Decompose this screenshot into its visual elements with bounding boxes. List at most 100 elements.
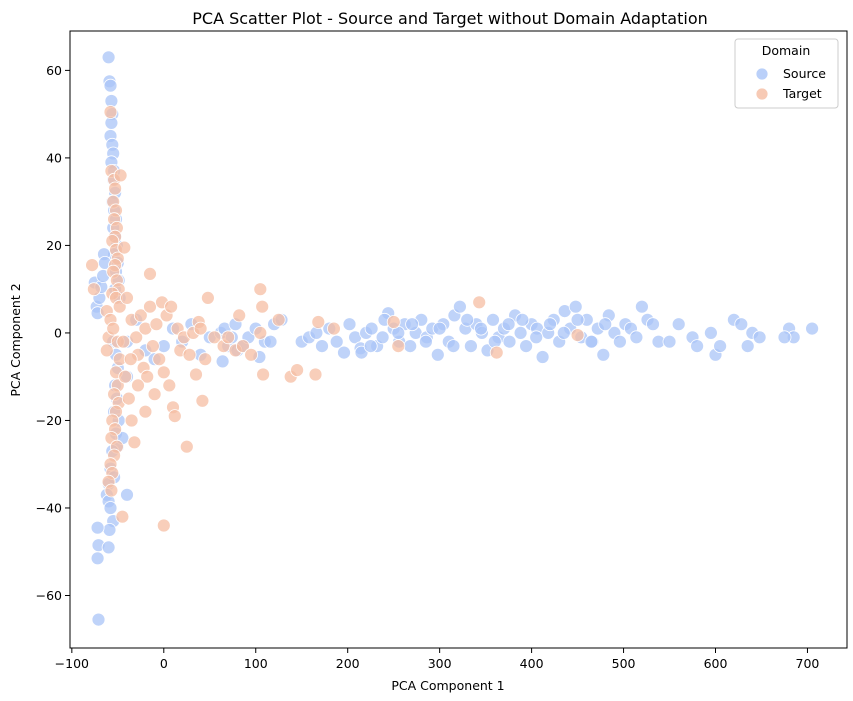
point-source-143 [629, 330, 644, 345]
point-source-122 [513, 325, 528, 340]
point-target-68 [179, 439, 194, 454]
point-source-70 [215, 354, 230, 369]
point-target-0 [103, 105, 118, 119]
point-source-126 [535, 350, 550, 364]
point-target-61 [162, 378, 177, 393]
point-target-105 [391, 339, 406, 354]
point-target-45 [120, 290, 134, 305]
point-source-81 [263, 334, 278, 349]
x-tick-label: 700 [796, 656, 820, 671]
legend-label-target: Target [782, 86, 822, 101]
point-source-117 [486, 312, 500, 327]
legend-marker-target [755, 87, 769, 101]
point-source-175 [740, 339, 755, 354]
point-target-69 [182, 347, 197, 362]
point-source-177 [752, 330, 767, 345]
point-source-51 [90, 520, 105, 535]
point-target-64 [167, 409, 182, 424]
point-target-84 [131, 378, 145, 393]
point-source-149 [363, 339, 378, 354]
point-target-52 [140, 369, 155, 384]
point-source-164 [570, 312, 585, 327]
point-target-85 [123, 352, 138, 367]
point-source-161 [529, 330, 544, 345]
point-source-168 [671, 317, 686, 332]
point-source-140 [613, 334, 627, 349]
x-axis-ticks: −100 0 100 200 300 400 500 600 700 [55, 648, 820, 671]
point-target-100 [290, 363, 305, 378]
point-source-159 [501, 317, 516, 332]
point-source-123 [519, 339, 533, 354]
point-target-20 [87, 282, 101, 297]
point-target-24 [99, 343, 114, 358]
point-source-120 [502, 334, 517, 349]
y-axis-label: PCA Component 2 [8, 283, 23, 396]
point-target-81 [115, 509, 130, 524]
point-source-87 [315, 339, 329, 354]
point-source-97 [375, 330, 390, 345]
point-source-111 [452, 299, 467, 314]
point-target-53 [143, 299, 157, 314]
point-target-47 [129, 330, 144, 345]
point-target-106 [472, 295, 487, 310]
y-tick-label: 0 [54, 325, 62, 340]
point-source-156 [460, 312, 475, 327]
x-axis-label: PCA Component 1 [391, 678, 504, 693]
point-source-144 [635, 299, 649, 314]
point-target-80 [127, 435, 142, 450]
point-target-41 [104, 483, 119, 498]
point-source-91 [342, 317, 357, 332]
point-target-83 [138, 404, 153, 419]
point-source-160 [515, 312, 530, 327]
point-target-87 [207, 330, 222, 345]
point-source-56 [120, 487, 134, 502]
point-source-180 [805, 321, 819, 336]
point-source-155 [446, 339, 461, 354]
legend-title: Domain [762, 43, 811, 58]
point-source-154 [432, 321, 447, 336]
point-target-89 [221, 330, 236, 345]
point-target-92 [235, 339, 250, 354]
point-target-107 [489, 345, 504, 360]
point-source-107 [430, 347, 445, 362]
point-source-157 [474, 321, 488, 336]
point-source-90 [337, 345, 351, 360]
point-target-98 [271, 312, 286, 327]
x-tick-label: 400 [520, 656, 544, 671]
legend-label-source: Source [783, 66, 826, 81]
point-target-25 [106, 321, 121, 336]
point-target-108 [570, 328, 585, 343]
point-target-75 [198, 352, 213, 367]
point-source-95 [364, 321, 379, 336]
point-target-82 [156, 518, 171, 533]
y-tick-label: 40 [46, 150, 62, 165]
point-target-76 [200, 290, 215, 305]
point-source-167 [662, 334, 677, 349]
point-source-89 [329, 334, 344, 349]
point-target-74 [195, 393, 210, 408]
point-target-101 [308, 367, 323, 382]
point-target-91 [232, 308, 247, 323]
point-target-104 [386, 315, 401, 329]
point-target-56 [149, 317, 164, 332]
points-layer [85, 50, 819, 627]
plot-frame [69, 30, 848, 649]
point-source-162 [543, 317, 557, 332]
point-source-173 [713, 339, 727, 354]
point-source-0 [101, 50, 116, 65]
y-tick-label: 60 [46, 63, 62, 78]
point-target-19 [85, 258, 99, 273]
y-tick-label: −20 [36, 413, 62, 428]
point-target-95 [255, 299, 270, 314]
point-target-94 [253, 282, 268, 297]
legend: Domain Source Target [734, 38, 839, 109]
point-target-57 [152, 352, 167, 367]
point-target-97 [256, 367, 271, 382]
point-source-53 [90, 551, 105, 566]
point-target-3 [108, 181, 122, 196]
x-tick-label: 200 [336, 656, 360, 671]
point-target-62 [164, 299, 179, 314]
point-target-86 [116, 334, 131, 349]
point-target-77 [118, 369, 133, 384]
